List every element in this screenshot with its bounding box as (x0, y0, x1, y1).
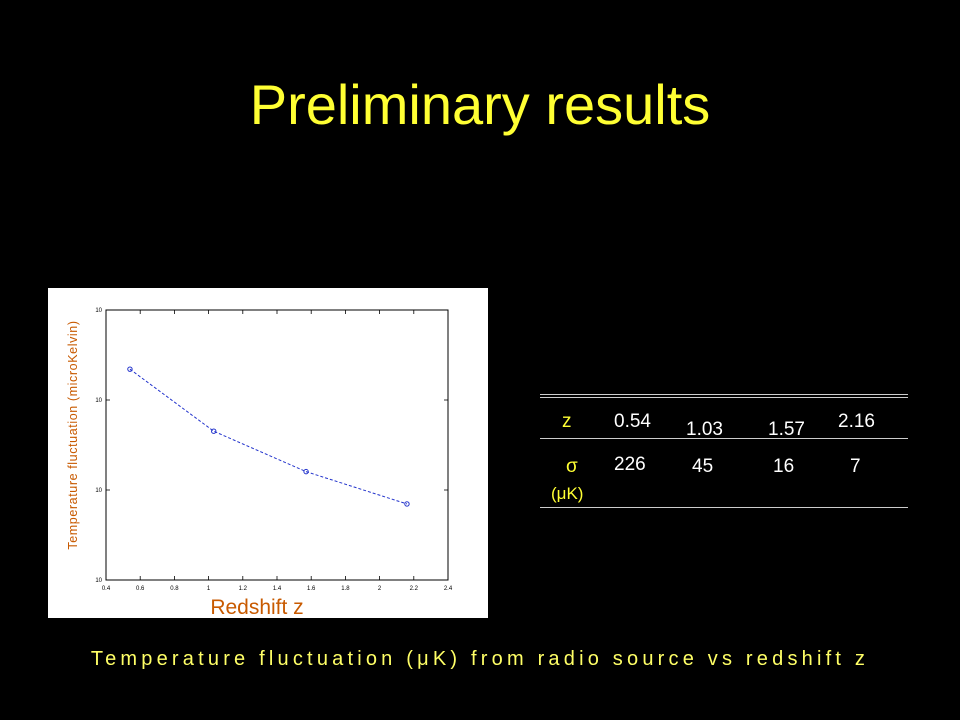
data-point (211, 428, 217, 434)
table-z-value: 1.57 (768, 419, 805, 440)
x-tick-label: 1 (207, 586, 211, 592)
y-tick-label: 10 (95, 488, 102, 494)
table-mid-rule (540, 438, 908, 439)
chart-panel: 0.4 0.6 0.8 1 1.2 1.4 1.6 1.8 2 2.2 2.4 10 10 10 10 Red… (48, 288, 488, 618)
table-sigma-value: 7 (850, 456, 861, 477)
x-tick-label: 0.6 (136, 586, 145, 592)
table-sigma-label: σ (566, 456, 578, 477)
table-sigma-value: 16 (773, 456, 795, 477)
table-top-rule-double (540, 397, 908, 398)
data-series-line (129, 368, 408, 505)
x-tick-label: 1.6 (307, 586, 316, 592)
x-tick-label: 2 (378, 586, 382, 592)
plot-frame (105, 309, 449, 581)
y-tick-label: 10 (95, 308, 102, 314)
slide-title: Preliminary results (249, 73, 711, 136)
x-tick-label: 1.8 (341, 586, 350, 592)
results-table: z 0.54 1.03 1.57 2.16 σ (μK) 226 45 16 7 (540, 394, 908, 510)
table-sigma-unit: (μK) (551, 484, 584, 503)
x-tick-label: 1.4 (273, 586, 282, 592)
table-top-rule (540, 394, 908, 395)
table-bottom-rule (540, 507, 908, 508)
data-point (404, 501, 410, 507)
data-point (127, 366, 133, 372)
table-z-value: 2.16 (838, 411, 875, 432)
y-tick-label: 10 (95, 578, 102, 584)
x-tick-label: 2.2 (410, 586, 419, 592)
table-sigma-value: 45 (692, 456, 714, 477)
x-tick-label: 0.4 (102, 586, 111, 592)
x-tick-label: 0.8 (170, 586, 179, 592)
x-tick-label: 2.4 (444, 586, 453, 592)
table-z-value: 1.03 (686, 419, 723, 440)
table-sigma-value: 226 (614, 454, 646, 475)
y-tick-label: 10 (95, 398, 102, 404)
table-z-value: 0.54 (614, 411, 651, 432)
y-axis-label: Temperature fluctuation (microKelvin) (66, 320, 80, 549)
data-point (303, 468, 309, 475)
x-axis-label: Redshift z (210, 596, 303, 618)
table-z-label: z (562, 411, 572, 432)
slide-caption: Temperature fluctuation (μK) from radio … (90, 648, 870, 670)
redshift-chart: 0.4 0.6 0.8 1 1.2 1.4 1.6 1.8 2 2.2 2.4 10 10 10 10 Red… (66, 308, 453, 618)
x-tick-label: 1.2 (239, 586, 248, 592)
